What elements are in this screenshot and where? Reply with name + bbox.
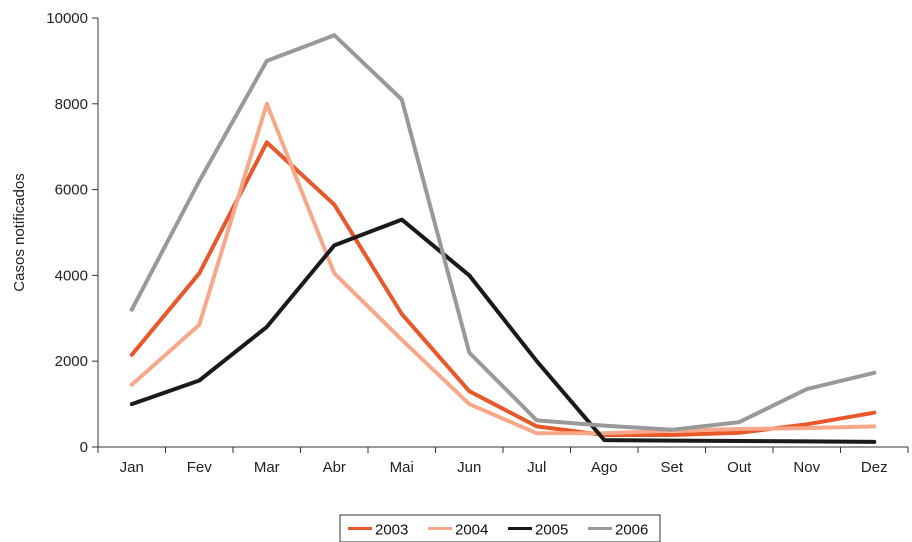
legend: 2003 2004 2005 2006: [339, 514, 661, 542]
x-tick-label: Dez: [861, 459, 888, 476]
x-tick-label: Abr: [323, 459, 346, 476]
legend-label-2003: 2003: [375, 522, 408, 539]
y-tick-label: 10000: [46, 10, 88, 27]
series-line-2005: [129, 217, 877, 444]
x-tick-label: Mar: [254, 459, 280, 476]
x-tick-label: Jun: [457, 459, 481, 476]
x-tick-label: Ago: [591, 459, 618, 476]
legend-label-2004: 2004: [455, 522, 488, 539]
y-tick-label: 4000: [55, 267, 88, 284]
series-line-2003: [129, 140, 877, 437]
y-tick-label: 8000: [55, 96, 88, 113]
x-tick-label: Nov: [793, 459, 820, 476]
legend-label-2005: 2005: [535, 522, 568, 539]
y-tick-label: 6000: [55, 182, 88, 199]
x-tick-label: Set: [660, 459, 683, 476]
y-tick-label: 0: [80, 439, 88, 456]
series-line-2006: [129, 33, 877, 432]
y-tick-label: 2000: [55, 353, 88, 370]
series-layer: [129, 33, 877, 444]
legend-label-2006: 2006: [615, 522, 648, 539]
x-tick-label: Fev: [187, 459, 213, 476]
x-tick-label: Jul: [527, 459, 546, 476]
x-tick-label: Out: [727, 459, 752, 476]
legend-box: [339, 514, 661, 542]
series-line-2004: [129, 101, 877, 436]
axes: 0 2000 4000 6000 8000 10000 Jan Fev Mar Abr Mai Jun…: [46, 10, 909, 476]
x-tick-label: Jan: [120, 459, 144, 476]
y-axis-title: Casos notificados: [11, 173, 28, 291]
x-tick-label: Mai: [390, 459, 414, 476]
